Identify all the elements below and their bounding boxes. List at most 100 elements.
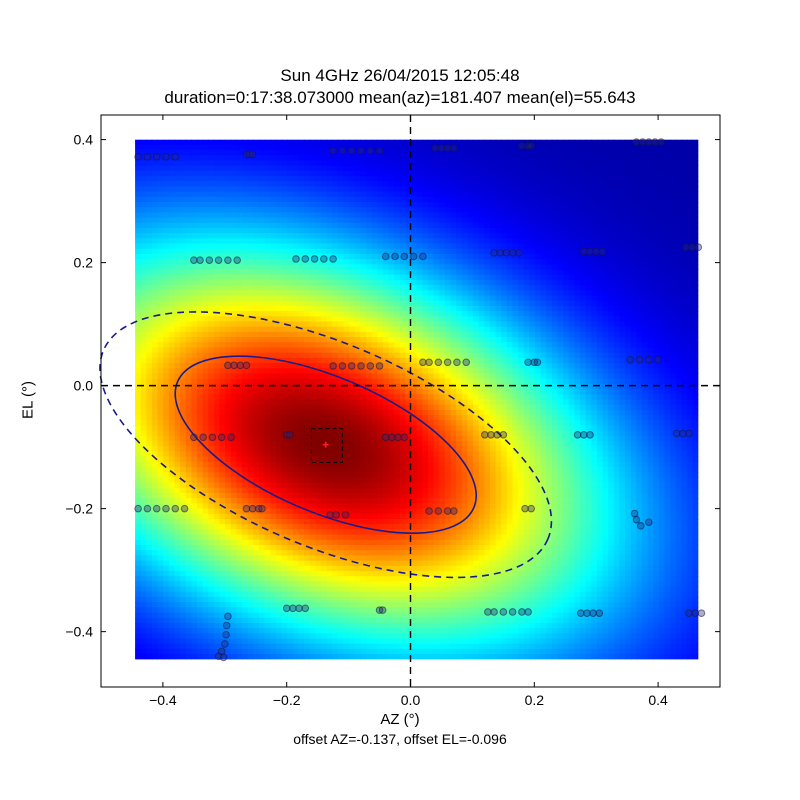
heatmap-cell <box>422 144 429 151</box>
heatmap-cell <box>315 144 322 151</box>
heatmap-cell <box>670 144 677 151</box>
heatmap-cell <box>365 311 373 317</box>
heatmap-cell <box>534 217 542 224</box>
heatmap-cell <box>467 264 474 271</box>
heatmap-cell <box>456 186 463 193</box>
heatmap-cell <box>489 368 497 375</box>
heatmap-cell <box>653 342 660 349</box>
heatmap-cell <box>484 248 491 255</box>
heatmap-cell <box>168 238 176 245</box>
heatmap-cell <box>157 389 164 395</box>
heatmap-cell <box>596 207 604 213</box>
heatmap-cell <box>140 238 147 245</box>
heatmap-cell <box>343 383 350 390</box>
heatmap-cell <box>309 150 316 156</box>
heatmap-cell <box>664 279 671 286</box>
heatmap-cell <box>473 196 480 203</box>
heatmap-cell <box>399 264 407 271</box>
heatmap-cell <box>416 264 423 271</box>
heatmap-cell <box>529 259 536 265</box>
heatmap-cell <box>253 305 260 312</box>
heatmap-cell <box>636 165 643 172</box>
heatmap-cell <box>495 363 502 369</box>
heatmap-cell <box>456 383 463 390</box>
heatmap-cell <box>585 274 592 281</box>
heatmap-cell <box>225 212 232 219</box>
heatmap-cell <box>427 191 435 198</box>
heatmap-cell <box>467 243 474 250</box>
heatmap-cell <box>213 373 221 380</box>
heatmap-cell <box>613 285 621 291</box>
heatmap-cell <box>580 378 587 385</box>
heatmap-cell <box>337 201 345 208</box>
heatmap-cell <box>506 160 514 167</box>
heatmap-cell <box>422 191 429 198</box>
heatmap-cell <box>523 279 530 286</box>
heatmap-cell <box>213 181 221 187</box>
heatmap-cell <box>377 155 384 161</box>
heatmap-cell <box>619 186 626 193</box>
heatmap-cell <box>281 274 288 281</box>
heatmap-cell <box>236 295 243 302</box>
heatmap-cell <box>596 264 604 271</box>
heatmap-cell <box>304 201 311 208</box>
heatmap-cell <box>337 311 345 317</box>
heatmap-cell <box>157 139 164 146</box>
heatmap-cell <box>518 389 525 395</box>
heatmap-cell <box>681 326 688 333</box>
heatmap-cell <box>208 191 215 198</box>
heatmap-cell <box>642 264 649 271</box>
heatmap-cell <box>427 222 435 229</box>
heatmap-cell <box>349 227 356 234</box>
heatmap-cell <box>371 337 378 343</box>
heatmap-cell <box>613 233 621 239</box>
heatmap-cell <box>681 269 688 276</box>
heatmap-cell <box>298 342 305 349</box>
heatmap-cell <box>180 227 187 234</box>
heatmap-cell <box>563 295 570 302</box>
heatmap-cell <box>146 383 153 390</box>
heatmap-cell <box>580 279 587 286</box>
heatmap-cell <box>422 212 429 219</box>
heatmap-cell <box>157 373 164 380</box>
heatmap-cell <box>258 363 266 369</box>
heatmap-cell <box>529 285 536 291</box>
heatmap-cell <box>185 368 192 375</box>
heatmap-cell <box>258 305 266 312</box>
heatmap-cell <box>225 300 232 307</box>
heatmap-cell <box>135 389 142 395</box>
heatmap-cell <box>687 155 694 161</box>
heatmap-cell <box>157 212 164 219</box>
heatmap-cell <box>230 191 238 198</box>
heatmap-cell <box>157 248 164 255</box>
heatmap-cell <box>642 238 649 245</box>
heatmap-cell <box>478 394 485 401</box>
heatmap-cell <box>343 279 350 286</box>
heatmap-cell <box>275 357 283 364</box>
heatmap-cell <box>135 264 142 271</box>
heatmap-cell <box>230 290 238 297</box>
heatmap-cell <box>467 326 474 333</box>
heatmap-cell <box>580 248 587 255</box>
heatmap-cell <box>399 181 407 187</box>
heatmap-cell <box>343 290 350 297</box>
heatmap-cell <box>180 269 187 276</box>
heatmap-cell <box>647 383 654 390</box>
heatmap-cell <box>185 305 192 312</box>
heatmap-cell <box>568 331 576 338</box>
heatmap-cell <box>326 394 333 401</box>
heatmap-cell <box>394 207 401 213</box>
heatmap-cell <box>484 337 491 343</box>
heatmap-cell <box>225 248 232 255</box>
heatmap-cell <box>495 155 502 161</box>
heatmap-cell <box>242 196 249 203</box>
heatmap-cell <box>664 155 671 161</box>
heatmap-cell <box>574 222 581 229</box>
heatmap-cell <box>247 212 254 219</box>
heatmap-cell <box>506 326 514 333</box>
heatmap-cell <box>292 347 299 354</box>
heatmap-cell <box>608 326 615 333</box>
heatmap-cell <box>444 352 452 359</box>
heatmap-cell <box>135 274 142 281</box>
heatmap-cell <box>337 170 345 177</box>
